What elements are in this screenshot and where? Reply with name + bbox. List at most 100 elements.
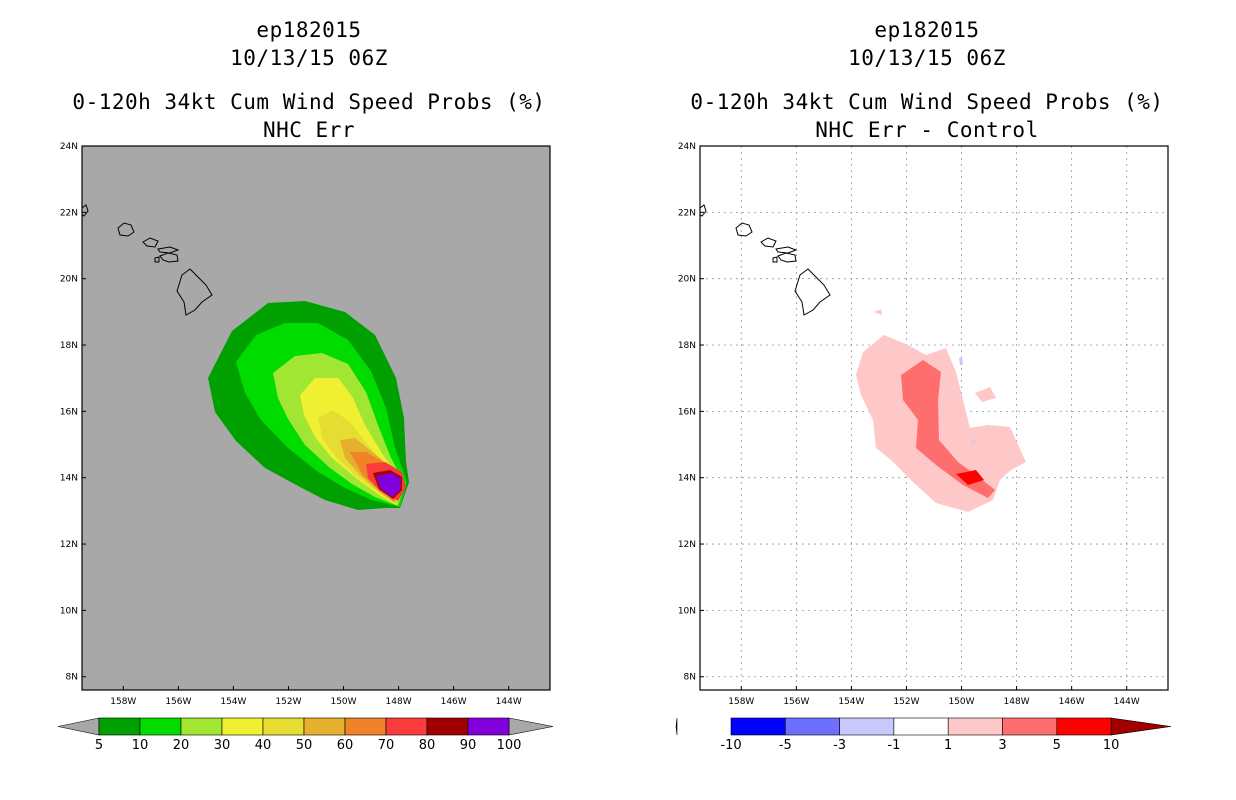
- lon-tick-label: 156W: [165, 697, 191, 707]
- contour-plus-3: [901, 360, 995, 498]
- lat-tick-label: 18N: [60, 341, 78, 351]
- lat-tick-label: 16N: [678, 407, 696, 417]
- colorbar: -10 -5 -3 -1 1 3 5 10: [675, 717, 1172, 753]
- colorbar-box: [98, 717, 141, 736]
- title-run: NHC Err: [262, 118, 355, 142]
- lon-tick-label: 154W: [838, 697, 864, 707]
- colorbar-box: [262, 717, 305, 736]
- lon-tick-label: 152W: [275, 697, 301, 707]
- island-oahu: [142, 237, 159, 248]
- lat-tick-label: 18N: [678, 341, 696, 351]
- difference-map: 158W 156W 154W 152W 150W 148W 146W 144W 8N 10N 12N…: [675, 142, 1172, 753]
- colorbar-label: 5: [95, 738, 103, 753]
- colorbar-box: [839, 717, 895, 736]
- lon-tick-label: 148W: [386, 697, 412, 707]
- title-variable: 0-120h 34kt Cum Wind Speed Probs (%): [690, 90, 1164, 114]
- island-lanai: [772, 256, 778, 263]
- colorbar-box: [303, 717, 346, 736]
- colorbar-box: [1002, 717, 1058, 736]
- colorbar-box: [180, 717, 223, 736]
- colorbar-box: [139, 717, 182, 736]
- lon-tick-label: 146W: [441, 697, 467, 707]
- colorbar-box: [426, 717, 469, 736]
- contour-minus-1-b: [972, 440, 976, 444]
- lat-tick-label: 12N: [678, 540, 696, 550]
- panel-nhc-err-minus-control: ep182015 10/13/15 06Z 0-120h 34kt Cum Wi…: [618, 0, 1236, 800]
- lat-tick-label: 8N: [66, 673, 78, 683]
- axis-ticks: 158W 156W 154W 152W 150W 148W 146W 144W 8N 10N 12N…: [678, 142, 1140, 707]
- colorbar-label: 40: [255, 738, 272, 753]
- colorbar-label: 10: [132, 738, 149, 753]
- lat-tick-label: 8N: [684, 673, 696, 683]
- lon-tick-label: 154W: [220, 697, 246, 707]
- island-maui: [159, 252, 179, 263]
- difference-contours: [856, 309, 1026, 512]
- lat-tick-label: 10N: [678, 606, 696, 616]
- contour-minus-1-a: [959, 357, 963, 365]
- colorbar-label: 80: [419, 738, 436, 753]
- lon-tick-label: 152W: [893, 697, 919, 707]
- probability-map: 158W 156W 154W 152W 150W 148W 146W 144W 8N 10N 12N…: [57, 142, 554, 753]
- colorbar-label: 100: [497, 738, 522, 753]
- lat-tick-label: 14N: [60, 474, 78, 484]
- colorbar-label: 5: [1053, 738, 1061, 753]
- lat-tick-label: 16N: [60, 407, 78, 417]
- lat-tick-label: 12N: [60, 540, 78, 550]
- contour-100: [379, 476, 398, 494]
- island-hawaii: [176, 268, 213, 316]
- lon-tick-label: 158W: [110, 697, 136, 707]
- colorbar-box: [730, 717, 786, 736]
- colorbar-arrow-right: [508, 717, 554, 736]
- island-molokai: [775, 246, 798, 254]
- colorbar-box: [344, 717, 387, 736]
- colorbar-label: 90: [460, 738, 477, 753]
- colorbar-label: -5: [779, 738, 792, 753]
- contour-plus-1: [856, 335, 1026, 512]
- probability-contours: [208, 301, 409, 510]
- contour-plus-1-spot: [975, 387, 996, 402]
- lat-tick-label: 20N: [60, 275, 78, 285]
- lon-tick-label: 148W: [1004, 697, 1030, 707]
- lon-tick-label: 150W: [948, 697, 974, 707]
- colorbar-label: 1: [944, 738, 952, 753]
- colorbar-label: 10: [1103, 738, 1120, 753]
- contour-plus-1-dot: [874, 309, 882, 315]
- island-kauai: [117, 222, 135, 237]
- title-run: NHC Err - Control: [815, 118, 1039, 142]
- lon-tick-label: 158W: [728, 697, 754, 707]
- panel-nhc-err: ep182015 10/13/15 06Z 0-120h 34kt Cum Wi…: [57, 18, 554, 753]
- island-maui: [777, 252, 797, 263]
- colorbar-label: 30: [214, 738, 231, 753]
- colorbar-arrow-right: [1110, 717, 1172, 736]
- title-time: 10/13/15 06Z: [230, 46, 388, 70]
- colorbar-arrow-left: [57, 717, 100, 736]
- lat-tick-label: 24N: [678, 142, 696, 152]
- lat-tick-label: 24N: [60, 142, 78, 152]
- island-kauai: [735, 222, 753, 237]
- map-frame: [81, 145, 551, 691]
- island-oahu: [760, 237, 777, 248]
- lon-tick-label: 156W: [783, 697, 809, 707]
- colorbar-box: [385, 717, 428, 736]
- colorbar-label: -1: [887, 738, 900, 753]
- colorbar-box: [1056, 717, 1112, 736]
- contour-plus-5: [956, 470, 984, 485]
- colorbar-label: 60: [337, 738, 354, 753]
- lat-tick-label: 20N: [678, 275, 696, 285]
- colorbar-label: 3: [998, 738, 1006, 753]
- colorbar-box: [947, 717, 1003, 736]
- title-variable: 0-120h 34kt Cum Wind Speed Probs (%): [72, 90, 546, 114]
- hawaii-islands: [81, 204, 213, 316]
- colorbar-label: -10: [720, 738, 741, 753]
- map-frame: [699, 145, 1169, 691]
- lon-tick-label: 150W: [330, 697, 356, 707]
- title-case: ep182015: [874, 18, 980, 42]
- island-molokai: [157, 246, 180, 254]
- colorbar-label: -3: [833, 738, 846, 753]
- title-case: ep182015: [256, 18, 362, 42]
- colorbar-box: [893, 717, 949, 736]
- lon-tick-label: 144W: [1114, 697, 1140, 707]
- island-hawaii: [794, 268, 831, 316]
- colorbar-box: [785, 717, 840, 736]
- colorbar: 5 10 20 30 40 50 60 70 80 90 100: [57, 717, 554, 753]
